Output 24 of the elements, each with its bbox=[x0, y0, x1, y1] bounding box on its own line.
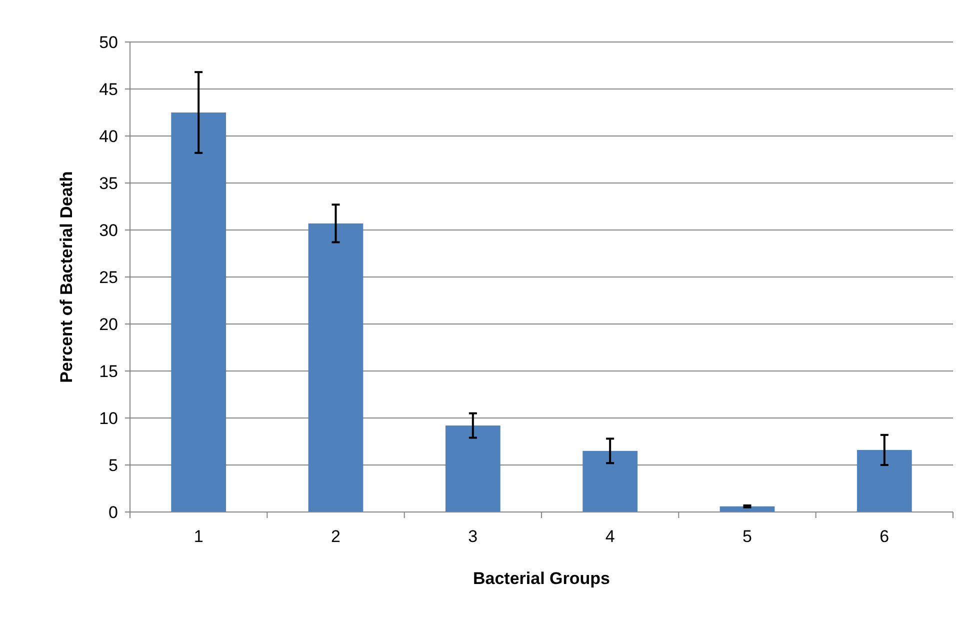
y-tick-label: 45 bbox=[99, 80, 118, 99]
bar bbox=[308, 223, 364, 512]
x-tick-label: 2 bbox=[331, 527, 340, 546]
bar bbox=[856, 450, 912, 512]
bar bbox=[582, 450, 638, 512]
y-axis-title: Percent of Bacterial Death bbox=[57, 171, 76, 383]
x-tick-label: 1 bbox=[194, 527, 204, 546]
bar bbox=[445, 426, 500, 512]
y-tick-label: 0 bbox=[108, 502, 118, 522]
x-axis-title: Bacterial Groups bbox=[473, 569, 610, 588]
x-tick-label: 3 bbox=[468, 527, 478, 546]
x-tick-label: 4 bbox=[605, 527, 615, 546]
bar bbox=[171, 112, 226, 512]
y-tick-label: 40 bbox=[99, 126, 118, 146]
y-tick-label: 35 bbox=[99, 174, 118, 193]
y-tick-label: 20 bbox=[99, 314, 118, 334]
x-tick-label: 5 bbox=[742, 527, 752, 546]
y-tick-label: 15 bbox=[99, 362, 118, 381]
y-tick-label: 25 bbox=[99, 268, 118, 287]
y-tick-label: 50 bbox=[99, 32, 118, 52]
y-tick-label: 5 bbox=[108, 456, 118, 475]
y-tick-label: 10 bbox=[99, 408, 118, 428]
y-tick-label: 30 bbox=[99, 220, 118, 240]
x-tick-label: 6 bbox=[880, 527, 890, 546]
